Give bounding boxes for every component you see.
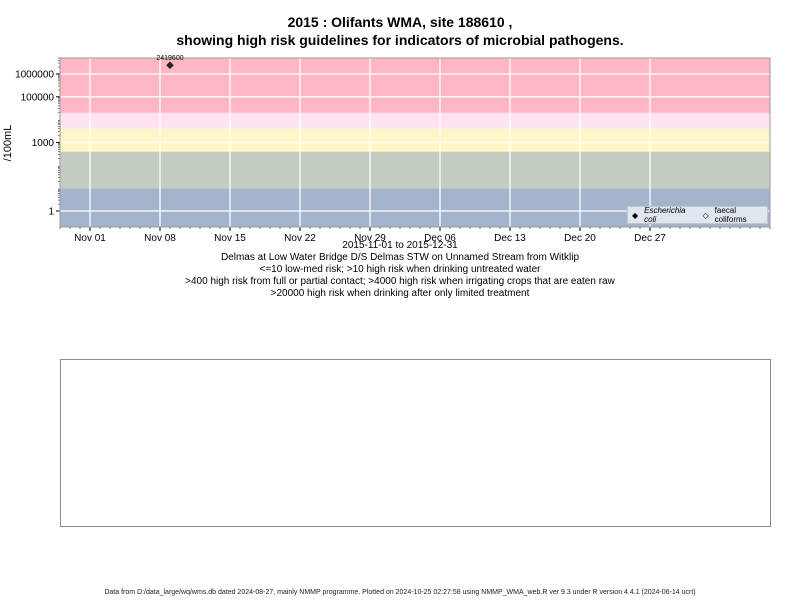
risk-band-1 bbox=[60, 151, 770, 189]
x-tick-label-6: Dec 13 bbox=[494, 233, 526, 244]
x-tick-label-4: Nov 29 bbox=[354, 233, 386, 244]
site-description: Delmas at Low Water Bridge D/S Delmas ST… bbox=[220, 252, 580, 263]
y-tick-label-0: 1 bbox=[48, 207, 54, 218]
x-tick-label-2: Nov 15 bbox=[214, 233, 246, 244]
faecal-legend-marker: ◇ bbox=[702, 210, 709, 220]
risk-guideline-2: >400 high risk from full or partial cont… bbox=[185, 276, 615, 287]
y-tick-label-2: 100000 bbox=[21, 92, 55, 103]
plot-frame bbox=[59, 57, 771, 228]
chart-title-line-1: 2015 : Olifants WMA, site 188610 , bbox=[287, 14, 513, 30]
risk-guideline-3: >20000 high risk when drinking after onl… bbox=[270, 288, 530, 299]
y-tick-label-1: 1000 bbox=[32, 138, 55, 149]
data-label-0-0: 2419600 bbox=[156, 55, 183, 62]
risk-band-3 bbox=[60, 112, 770, 129]
risk-band-2 bbox=[60, 128, 770, 152]
legend: ◆ Escherichia coli ◇ faecal coliforms bbox=[627, 206, 768, 224]
data-point-0-0 bbox=[166, 61, 174, 69]
y-tick-label-3: 1000000 bbox=[15, 69, 54, 80]
x-tick-label-5: Dec 06 bbox=[424, 233, 456, 244]
legend-ecoli-label: Escherichia coli bbox=[644, 206, 686, 224]
x-tick-label-8: Dec 27 bbox=[634, 233, 666, 244]
data-source-footer: Data from D:/data_large/wq/wms.db dated … bbox=[104, 589, 696, 596]
x-tick-label-7: Dec 20 bbox=[564, 233, 596, 244]
date-range-text: 2015-11-01 to 2015-12-31 bbox=[342, 240, 458, 251]
ecoli-legend-marker: ◆ bbox=[632, 210, 639, 220]
legend-faecal-label: faecal coliforms bbox=[714, 206, 747, 224]
x-tick-label-3: Nov 22 bbox=[284, 233, 316, 244]
empty-secondary-panel bbox=[60, 359, 771, 527]
risk-band-4 bbox=[60, 58, 770, 113]
chart-title-line-2: showing high risk guidelines for indicat… bbox=[176, 32, 624, 48]
risk-guideline-1: <=10 low-med risk; >10 high risk when dr… bbox=[259, 264, 541, 275]
x-tick-label-0: Nov 01 bbox=[74, 233, 106, 244]
x-tick-label-1: Nov 08 bbox=[144, 233, 176, 244]
